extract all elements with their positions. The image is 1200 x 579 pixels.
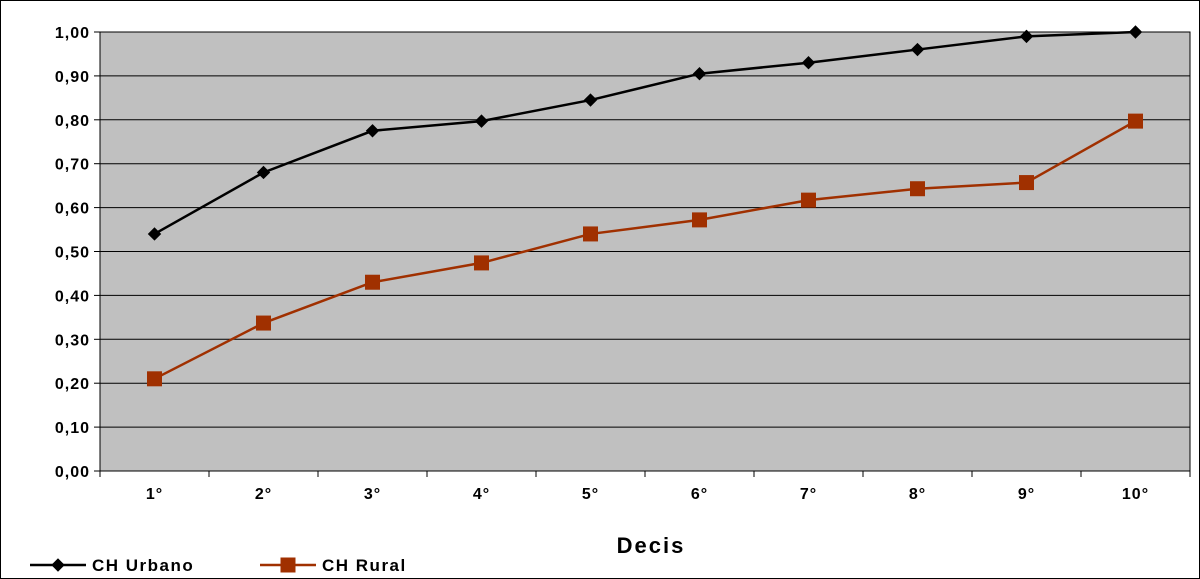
y-tick-label: 0,30	[55, 332, 90, 349]
y-tick-label: 0,80	[55, 113, 90, 130]
data-point	[910, 42, 925, 57]
legend: CH Urbano CH Rural	[30, 556, 407, 575]
x-tick-label: 6°	[691, 486, 708, 503]
x-axis-title: Decis	[617, 533, 686, 558]
x-tick-label: 4°	[473, 486, 490, 503]
y-tick-label: 1,00	[55, 25, 90, 42]
data-point	[1128, 25, 1143, 39]
x-tick-label: 8°	[909, 486, 926, 503]
data-point	[910, 181, 925, 197]
series-line	[153, 120, 1137, 380]
y-tick-label: 0,70	[55, 157, 90, 174]
y-tick-label: 0,50	[55, 245, 90, 262]
data-point	[365, 274, 380, 290]
y-tick-label: 0,40	[55, 288, 90, 305]
y-tick-label: 0,90	[55, 69, 90, 86]
data-point	[801, 192, 816, 208]
data-point	[365, 124, 380, 138]
data-point	[801, 56, 816, 70]
data-point	[256, 165, 271, 180]
data-point	[474, 255, 489, 271]
y-tick-label: 0,20	[55, 376, 90, 393]
y-tick-label: 0,10	[55, 420, 90, 437]
data-point	[256, 315, 271, 331]
series-ch-urbano	[147, 25, 1143, 241]
x-tick-label: 10°	[1122, 486, 1149, 503]
gridlines	[100, 75, 1190, 428]
series-line	[153, 30, 1136, 236]
legend-marker	[51, 558, 65, 572]
data-point	[1019, 175, 1034, 191]
data-point	[692, 212, 707, 228]
x-tick-label: 1°	[146, 486, 163, 503]
legend-item-ch-urbano: CH Urbano	[30, 556, 194, 575]
series-ch-rural	[147, 113, 1143, 387]
x-tick-label: 2°	[255, 486, 272, 503]
x-tick-label: 5°	[582, 486, 599, 503]
data-point	[1128, 113, 1143, 129]
data-point	[147, 371, 162, 387]
y-axis-ticks: 0,00 0,10 0,20 0,30 0,40 0,50 0,60 0,70 0,80 0,90…	[55, 25, 100, 481]
x-axis-ticks: 1° 2° 3° 4° 5° 6° 7° 8° 9° 10°	[99, 471, 1191, 503]
legend-marker	[280, 557, 296, 573]
legend-item-ch-rural: CH Rural	[260, 556, 407, 575]
series-group	[147, 25, 1143, 387]
legend-label: CH Urbano	[92, 556, 194, 575]
x-tick-label: 7°	[800, 486, 817, 503]
data-point	[583, 226, 598, 242]
y-tick-label: 0,00	[55, 464, 90, 481]
y-tick-label: 0,60	[55, 201, 90, 218]
data-point	[1019, 29, 1034, 44]
data-point	[692, 66, 707, 81]
data-point	[474, 114, 489, 128]
x-tick-label: 3°	[364, 486, 381, 503]
data-point	[147, 227, 162, 241]
data-point	[583, 93, 598, 107]
x-tick-label: 9°	[1018, 486, 1035, 503]
legend-label: CH Rural	[322, 556, 407, 575]
